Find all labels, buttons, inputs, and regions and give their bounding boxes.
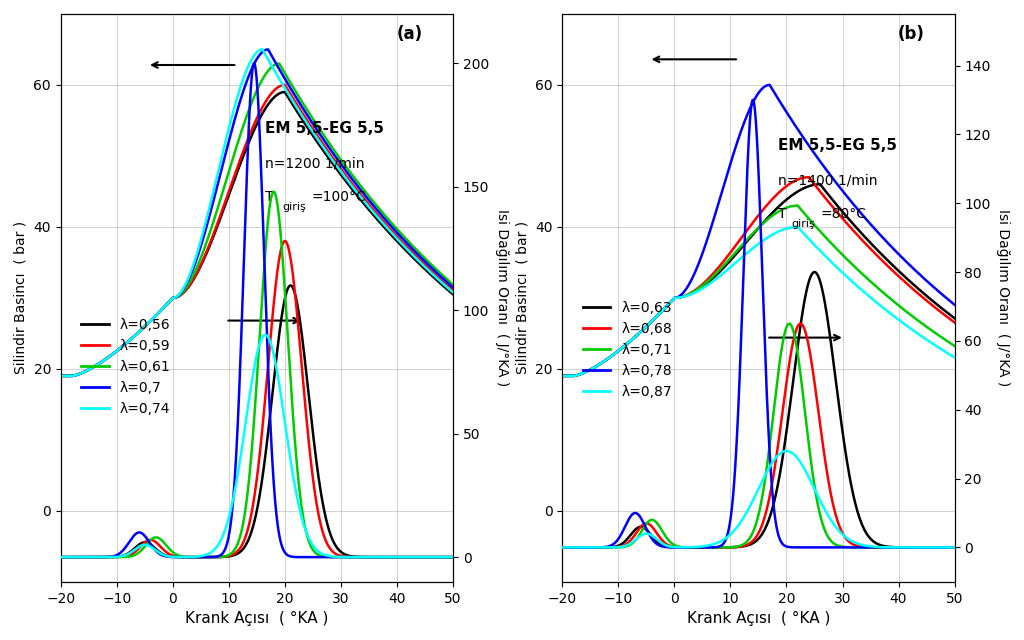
Text: =80°C: =80°C [820, 207, 866, 221]
Y-axis label: Isi Dağılım Oranı  ( J/°KA ): Isi Dağılım Oranı ( J/°KA ) [495, 209, 509, 387]
Text: giriş: giriş [283, 202, 306, 212]
Text: n=1200 1/min: n=1200 1/min [265, 156, 365, 170]
Y-axis label: Isi Dağılım Oranı  ( J/°KA ): Isi Dağılım Oranı ( J/°KA ) [996, 209, 1010, 387]
Text: (b): (b) [898, 26, 925, 44]
Text: T: T [265, 190, 273, 204]
Text: EM 5,5-EG 5,5: EM 5,5-EG 5,5 [778, 138, 897, 153]
Y-axis label: Silindir Basincı  ( bar ): Silindir Basincı ( bar ) [14, 221, 28, 374]
Text: giriş: giriş [792, 219, 815, 229]
Text: n=1400 1/min: n=1400 1/min [778, 173, 878, 188]
Text: (a): (a) [396, 26, 423, 44]
X-axis label: Krank Açısı  ( °KA ): Krank Açısı ( °KA ) [185, 611, 329, 626]
Text: =100°C: =100°C [311, 190, 367, 204]
Text: EM 5,5-EG 5,5: EM 5,5-EG 5,5 [265, 121, 384, 136]
Y-axis label: Silindir Basincı  ( bar ): Silindir Basincı ( bar ) [515, 221, 529, 374]
Legend: λ=0,63, λ=0,68, λ=0,71, λ=0,78, λ=0,87: λ=0,63, λ=0,68, λ=0,71, λ=0,78, λ=0,87 [578, 296, 678, 404]
X-axis label: Krank Açısı  ( °KA ): Krank Açısı ( °KA ) [687, 611, 830, 626]
Legend: λ=0,56, λ=0,59, λ=0,61, λ=0,7, λ=0,74: λ=0,56, λ=0,59, λ=0,61, λ=0,7, λ=0,74 [76, 313, 176, 422]
Text: T: T [778, 207, 786, 221]
